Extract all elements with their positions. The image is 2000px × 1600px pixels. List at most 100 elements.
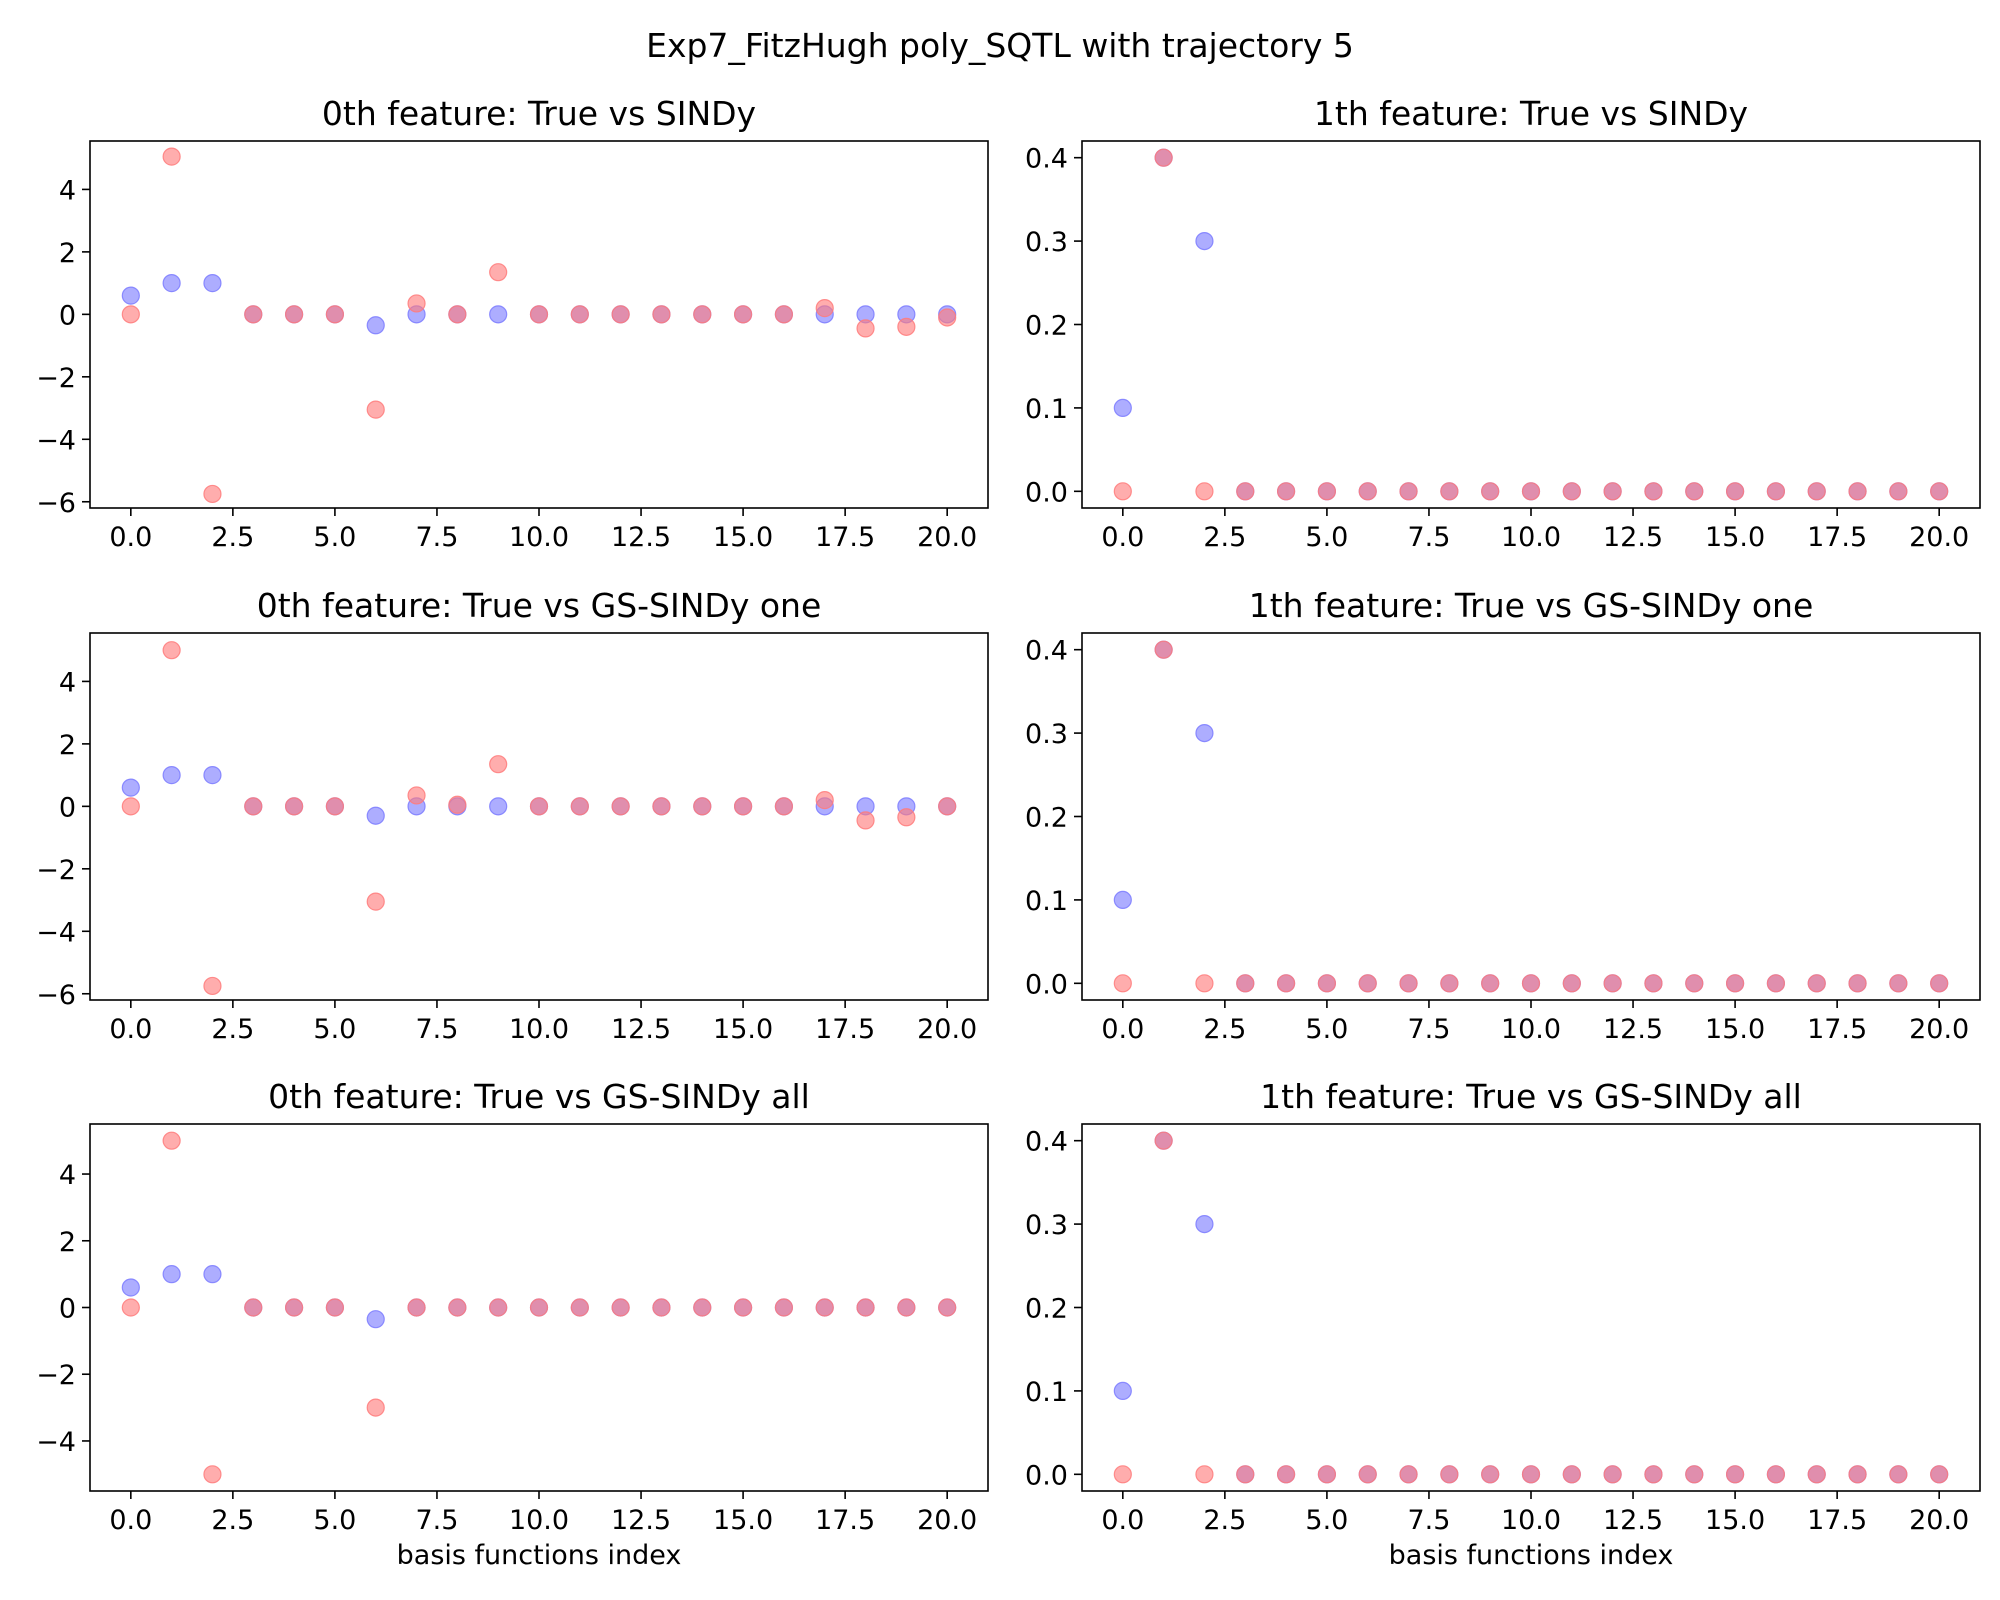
data-point bbox=[1195, 1214, 1214, 1234]
data-point bbox=[121, 1278, 140, 1297]
subplot-grid: 0th feature: True vs SINDy 0.0 2.5 5.0 7.5 10… bbox=[36, 94, 1981, 1571]
x-tick-label: 20.0 bbox=[917, 522, 977, 553]
data-point bbox=[366, 892, 385, 911]
data-point bbox=[856, 319, 875, 338]
data-point bbox=[366, 316, 385, 335]
x-tick-label: 12.5 bbox=[611, 1014, 671, 1045]
x-tick-label: 0.0 bbox=[1101, 1014, 1144, 1045]
data-point bbox=[407, 1298, 426, 1317]
data-point bbox=[489, 755, 508, 774]
data-point bbox=[856, 811, 875, 830]
data-point bbox=[1399, 974, 1418, 993]
plot-frame bbox=[1081, 632, 1981, 1001]
y-tick-label: 0.3 bbox=[1025, 1210, 1068, 1241]
data-point bbox=[366, 1398, 385, 1417]
y-tick-label: 0.1 bbox=[1025, 1377, 1068, 1408]
data-point bbox=[529, 1298, 549, 1317]
data-point bbox=[1358, 974, 1377, 993]
data-point bbox=[570, 1298, 589, 1317]
data-point bbox=[774, 1298, 794, 1317]
y-tick-label: 0.1 bbox=[1025, 886, 1068, 917]
data-point bbox=[284, 1298, 304, 1317]
data-point bbox=[1644, 974, 1663, 993]
x-tick-label: 20.0 bbox=[1909, 1014, 1969, 1045]
data-point bbox=[244, 1298, 263, 1317]
x-tick-label: 10.0 bbox=[1501, 522, 1561, 553]
y-tick-label: 0.4 bbox=[1025, 144, 1068, 175]
data-point bbox=[693, 797, 712, 816]
x-tick-label: 12.5 bbox=[1603, 1014, 1663, 1045]
x-tick-label: 10.0 bbox=[509, 1014, 569, 1045]
data-point bbox=[1930, 1465, 1949, 1484]
x-tick-label: 5.0 bbox=[313, 1505, 356, 1536]
y-tick-label: 4 bbox=[59, 175, 76, 206]
x-axis-label: basis functions index bbox=[1389, 1540, 1674, 1571]
data-point bbox=[1399, 482, 1418, 501]
y-tick-label: 0.4 bbox=[1025, 1127, 1068, 1158]
data-point bbox=[1481, 974, 1500, 993]
series-true bbox=[1113, 148, 1949, 501]
data-point bbox=[938, 797, 957, 816]
x-tick-label: 17.5 bbox=[815, 1014, 875, 1045]
series-model bbox=[121, 1131, 957, 1484]
data-point bbox=[1440, 974, 1459, 993]
data-point bbox=[1276, 1465, 1296, 1484]
data-point bbox=[570, 797, 589, 816]
data-point bbox=[693, 1298, 712, 1317]
subplot-2: 1th feature: True vs SINDy 0.0 2.5 5.0 7.5 10… bbox=[1025, 94, 1981, 553]
data-point bbox=[1562, 482, 1581, 501]
data-point bbox=[284, 305, 304, 324]
data-point bbox=[1154, 640, 1173, 659]
data-point bbox=[1399, 1465, 1418, 1484]
subplot-title: 0th feature: True vs GS-SINDy one bbox=[257, 586, 822, 625]
x-tick-label: 12.5 bbox=[611, 522, 671, 553]
data-point bbox=[1644, 1465, 1663, 1484]
x-tick-label: 2.5 bbox=[211, 1014, 254, 1045]
x-tick-label: 20.0 bbox=[917, 1505, 977, 1536]
data-point bbox=[1807, 482, 1826, 501]
subplot-title: 1th feature: True vs GS-SINDy all bbox=[1260, 1077, 1802, 1116]
x-tick-label: 2.5 bbox=[211, 1505, 254, 1536]
data-point bbox=[244, 797, 263, 816]
x-tick-label: 10.0 bbox=[1501, 1505, 1561, 1536]
data-point bbox=[325, 305, 345, 324]
data-point bbox=[1725, 1465, 1745, 1484]
data-point bbox=[1889, 482, 1908, 501]
y-tick-label: −6 bbox=[36, 488, 76, 519]
data-point bbox=[1195, 974, 1214, 993]
x-tick-label: 17.5 bbox=[815, 522, 875, 553]
data-point bbox=[284, 797, 304, 816]
x-tick-label: 2.5 bbox=[211, 522, 254, 553]
data-point bbox=[693, 305, 712, 324]
data-point bbox=[162, 1131, 181, 1150]
data-point bbox=[162, 641, 181, 660]
data-point bbox=[162, 147, 181, 166]
x-tick-label: 17.5 bbox=[815, 1505, 875, 1536]
series-true bbox=[121, 1265, 957, 1329]
data-point bbox=[938, 1298, 957, 1317]
data-point bbox=[121, 778, 140, 797]
x-tick-label: 7.5 bbox=[1407, 1505, 1450, 1536]
x-tick-label: 20.0 bbox=[917, 1014, 977, 1045]
x-tick-label: 15.0 bbox=[713, 522, 773, 553]
x-tick-label: 7.5 bbox=[1407, 522, 1450, 553]
data-point bbox=[1154, 1131, 1173, 1150]
data-point bbox=[1685, 974, 1704, 993]
y-tick-label: 0.0 bbox=[1025, 477, 1068, 508]
data-point bbox=[1766, 974, 1786, 993]
subplot-title: 1th feature: True vs GS-SINDy one bbox=[1249, 586, 1814, 625]
x-tick-label: 15.0 bbox=[1705, 1505, 1765, 1536]
data-point bbox=[1848, 974, 1867, 993]
y-tick-label: 0.2 bbox=[1025, 1294, 1068, 1325]
y-tick-label: 2 bbox=[59, 1227, 76, 1258]
data-point bbox=[1603, 974, 1622, 993]
data-point bbox=[1685, 1465, 1704, 1484]
data-point bbox=[815, 1298, 834, 1317]
data-point bbox=[1195, 231, 1214, 251]
x-tick-label: 2.5 bbox=[1203, 1014, 1246, 1045]
x-tick-label: 2.5 bbox=[1203, 1505, 1246, 1536]
data-point bbox=[1603, 1465, 1622, 1484]
data-point bbox=[733, 797, 753, 816]
x-tick-label: 5.0 bbox=[313, 1014, 356, 1045]
data-point bbox=[325, 797, 345, 816]
